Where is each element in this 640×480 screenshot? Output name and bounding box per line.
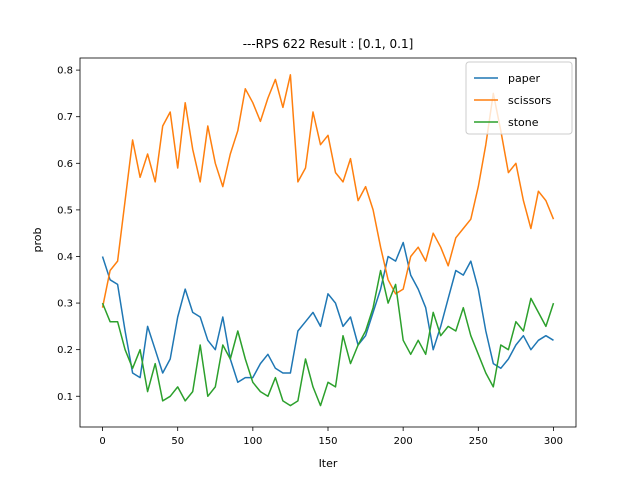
x-tick-label: 250	[469, 436, 488, 447]
series-line-stone	[101, 269, 555, 407]
series-layer	[101, 74, 555, 407]
chart-title: ---RPS 622 Result : [0.1, 0.1]	[243, 37, 414, 51]
y-tick-label: 0.4	[57, 252, 73, 263]
legend: paper scissors stone	[465, 61, 573, 135]
series-line-paper	[101, 241, 554, 384]
y-tick-label: 0.7	[57, 112, 73, 123]
legend-box	[465, 61, 573, 135]
x-tick-label: 300	[544, 436, 563, 447]
x-tick-label: 150	[318, 436, 337, 447]
y-tick-label: 0.5	[57, 205, 73, 216]
x-tick-label: 200	[394, 436, 413, 447]
y-tick-label: 0.8	[57, 66, 73, 77]
y-axis-label: prob	[31, 227, 44, 252]
legend-label-scissors: scissors	[508, 94, 552, 107]
y-tick-label: 0.6	[57, 159, 73, 170]
legend-label-paper: paper	[508, 72, 540, 85]
y-tick-label: 0.3	[57, 299, 73, 310]
x-tick-label: 0	[99, 436, 105, 447]
legend-label-stone: stone	[508, 116, 539, 129]
x-tick-label: 50	[171, 436, 184, 447]
axes-layer: 0 50 100 150 200 250 300 0.1 0.2 0.3 0.4 0.5 0.6 0.7 0…	[57, 57, 577, 447]
series-line-scissors	[101, 74, 555, 308]
x-tick-label: 100	[243, 436, 262, 447]
y-tick-label: 0.2	[57, 345, 73, 356]
x-axis-label: Iter	[319, 457, 338, 470]
y-tick-label: 0.1	[57, 392, 73, 403]
